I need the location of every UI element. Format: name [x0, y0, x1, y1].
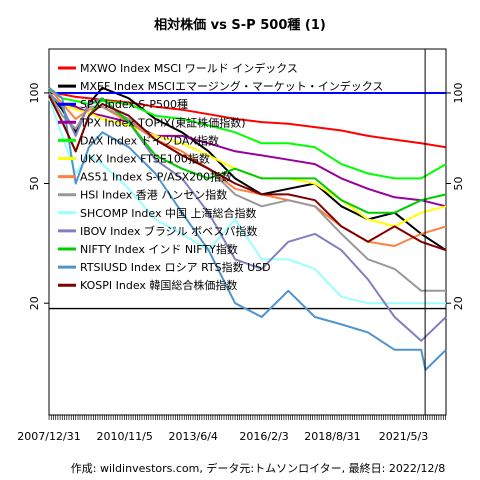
series-line-4 — [48, 89, 447, 180]
series-line-0 — [49, 92, 447, 149]
legend-label-11: RTSIUSD Index ロシア RTS指数 USD — [80, 260, 271, 274]
series-line-11 — [48, 87, 447, 371]
legend-label-2: SPX Index S-P500種 — [80, 97, 188, 111]
y-axis-right: 20 50 100 — [446, 82, 465, 310]
series-line-12 — [48, 95, 447, 252]
series-line-6 — [48, 87, 447, 247]
legend-label-12: KOSPI Index 韓国総合株価指数 — [80, 278, 237, 292]
series-lines — [48, 86, 447, 371]
legend-label-8: SHCOMP Index 中国 上海総合指数 — [80, 206, 257, 220]
legend-label-9: IBOV Index ブラジル ボベスパ指数 — [80, 224, 257, 238]
legend-label-6: AS51 Index S-P/ASX200指数 — [80, 170, 232, 184]
chart-caption: 作成: wildinvestors.com, データ元:トムソンロイター, 最終… — [71, 461, 445, 475]
series-line-9 — [48, 92, 447, 342]
ytick-label-right-1: 50 — [452, 177, 465, 191]
legend-label-1: MXEF Index MSCIエマージング・マーケット・インデックス — [80, 79, 383, 93]
legend-label-5: UKX Index FTSE100指数 — [80, 152, 210, 166]
xtick-label-4: 2018/8/31 — [304, 430, 360, 443]
ytick-label-left-0: 20 — [28, 296, 41, 310]
legend: MXWO Index MSCI ワールド インデックス MXEF Index MS… — [58, 61, 383, 292]
y-axis-left: 20 50 100 — [28, 82, 49, 310]
legend-label-10: NIFTY Index インド NIFTY指数 — [80, 242, 238, 256]
xtick-label-5: 2021/5/3 — [379, 430, 428, 443]
ytick-label-left-1: 50 — [28, 177, 41, 191]
chart-title: 相対株価 vs S-P 500種 (1) — [154, 17, 326, 33]
legend-label-4: DAX Index ドイツDAX指数 — [80, 133, 219, 147]
xtick-label-0: 2007/12/31 — [17, 430, 80, 443]
legend-label-3: TPX Index TOPIX(東証株価指数) — [79, 115, 246, 129]
xtick-label-3: 2016/2/3 — [239, 430, 288, 443]
ytick-label-right-0: 20 — [452, 296, 465, 310]
ytick-label-right-2: 100 — [452, 82, 465, 103]
legend-label-7: HSI Index 香港 ハンセン指数 — [80, 188, 227, 202]
ytick-label-left-2: 100 — [28, 82, 41, 103]
xtick-label-2: 2013/6/4 — [169, 430, 218, 443]
xtick-label-1: 2010/11/5 — [96, 430, 152, 443]
legend-label-0: MXWO Index MSCI ワールド インデックス — [80, 61, 298, 75]
plot-frame — [48, 48, 447, 416]
x-axis: 2007/12/31 2010/11/5 2013/6/4 2016/2/3 2018/… — [17, 415, 446, 443]
